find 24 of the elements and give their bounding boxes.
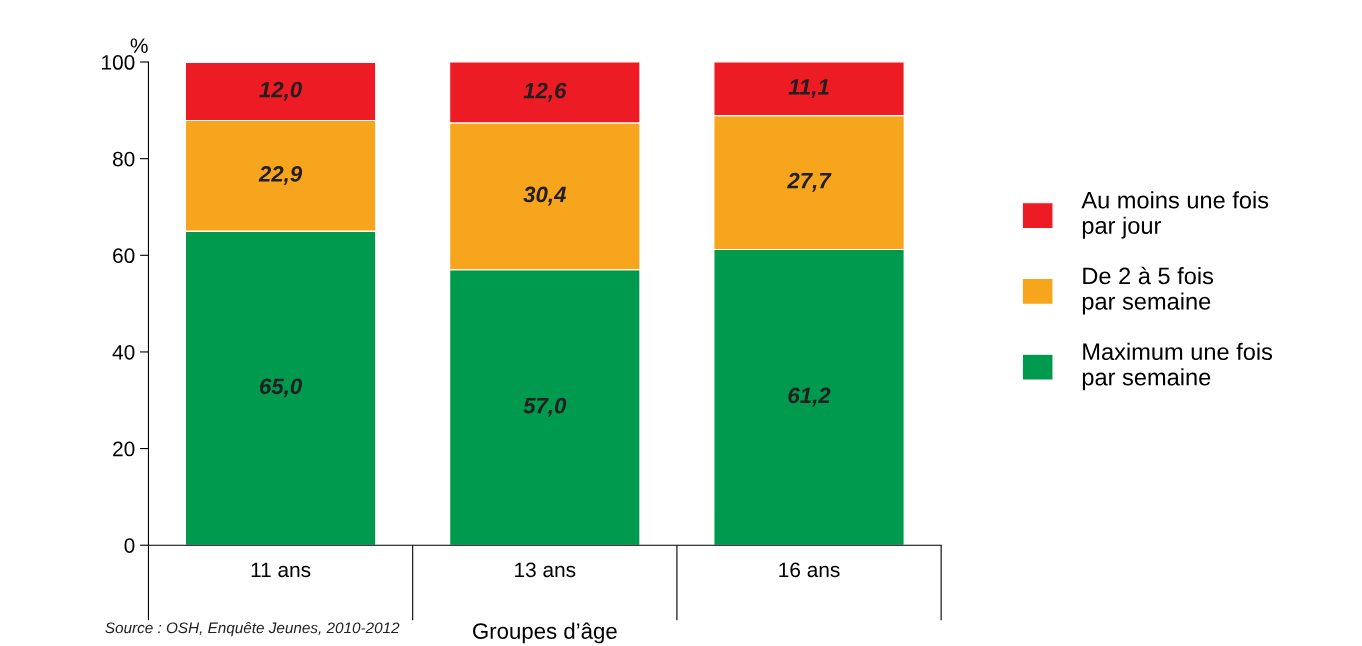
x-tick-label: 11 ans [251,562,311,578]
x-tick-label: 16 ans [779,562,840,578]
data-label: 22,9 [258,166,303,185]
legend-label: Au moins une fois par jour [1081,191,1269,239]
data-label: 65,0 [259,378,302,398]
y-tick-label: 40 [112,344,135,360]
y-tick-label: 100 [102,55,135,70]
legend-label: Maximum une fois par semaine [1082,342,1273,391]
y-axis-title: % [130,38,148,53]
data-label: 30,4 [523,186,567,206]
data-label: 61,2 [788,387,831,407]
x-axis-title: Groupes d’âge [473,622,617,644]
data-label: 12,0 [259,81,302,101]
data-label: 57,0 [523,397,567,417]
y-tick-label: 0 [124,538,135,553]
y-tick-label: 80 [113,151,135,167]
y-tick-label: 60 [113,248,135,264]
source-note: Source : OSH, Enquête Jeunes, 2010-2012 [105,621,400,637]
x-tick-label: 13 ans [515,562,576,578]
data-label: 27,7 [787,172,832,192]
y-tick-label: 20 [113,441,135,457]
legend-label: De 2 à 5 fois par semaine [1082,266,1214,315]
data-label: 12,6 [523,82,567,102]
data-label: 11,1 [788,79,829,99]
